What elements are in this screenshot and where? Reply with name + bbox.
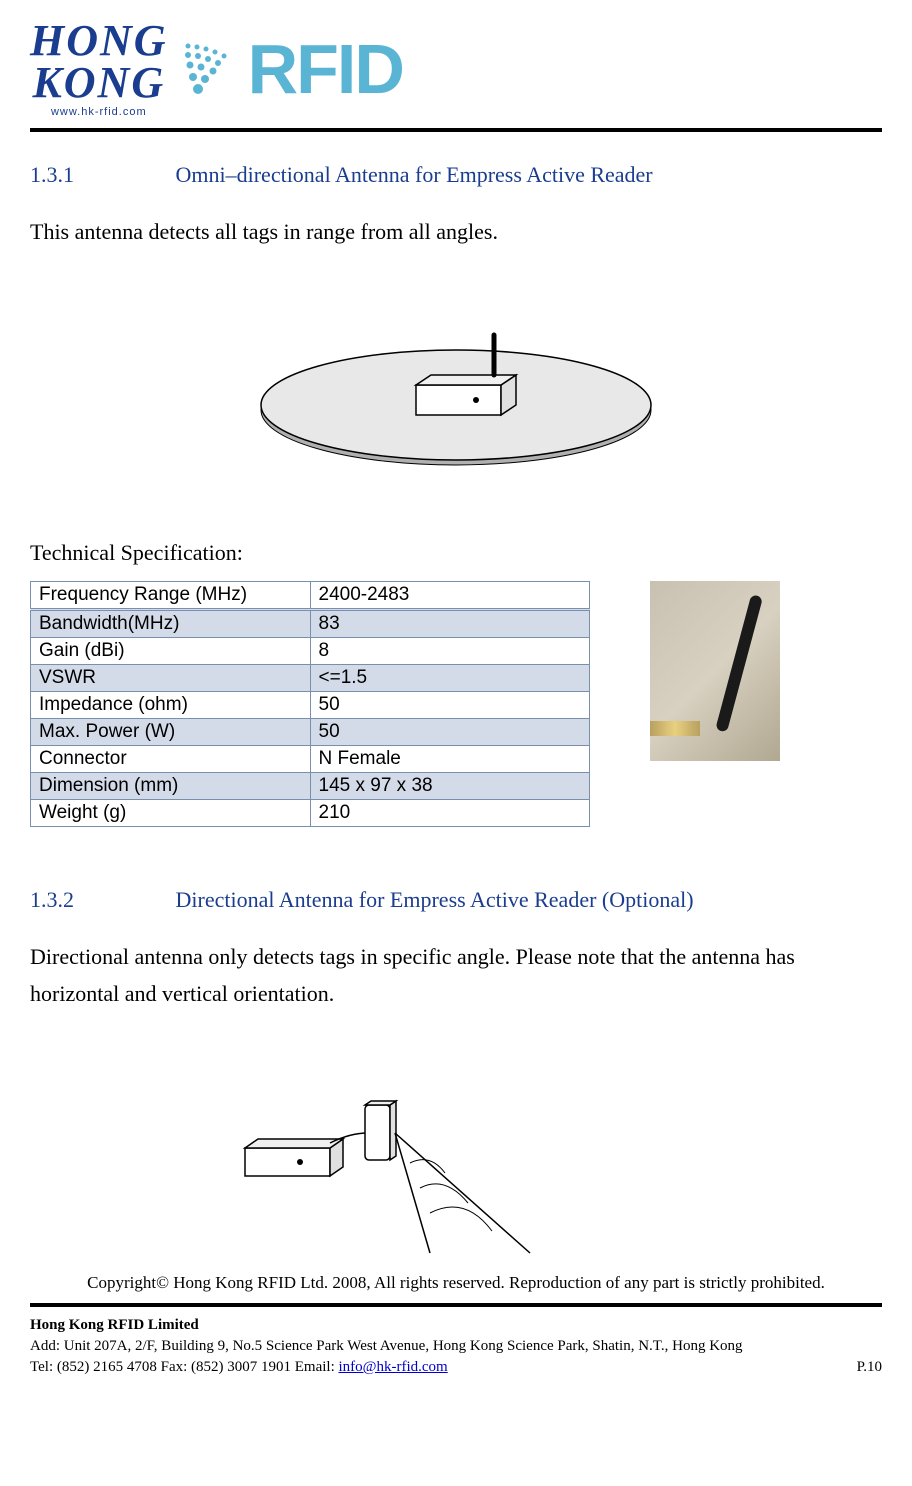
footer-address: Add: Unit 207A, 2/F, Building 9, No.5 Sc… (30, 1336, 882, 1357)
footer-email-link[interactable]: info@hk-rfid.com (339, 1359, 448, 1375)
table-cell: 210 (310, 799, 590, 826)
antenna-photo (650, 581, 780, 761)
footer-tel-fax: Tel: (852) 2165 4708 Fax: (852) 3007 190… (30, 1359, 339, 1375)
section-title-2: Directional Antenna for Empress Active R… (176, 887, 694, 912)
section2-description: Directional antenna only detects tags in… (30, 938, 882, 1013)
table-cell: Bandwidth(MHz) (31, 609, 311, 637)
logo-dots-icon (178, 39, 238, 99)
header-logo: HONG KONG www.hk-rfid.com RFID (30, 10, 882, 123)
table-cell: 2400-2483 (310, 581, 590, 609)
table-row: VSWR<=1.5 (31, 664, 590, 691)
table-cell: <=1.5 (310, 664, 590, 691)
logo-rfid: RFID (248, 29, 403, 109)
logo-kong: KONG (32, 62, 165, 104)
table-cell: Connector (31, 745, 311, 772)
logo-url: www.hk-rfid.com (51, 106, 147, 118)
table-row: Frequency Range (MHz)2400-2483 (31, 581, 590, 609)
footer-page-number: P.10 (857, 1357, 882, 1378)
table-cell: Impedance (ohm) (31, 691, 311, 718)
footer-contact: Tel: (852) 2165 4708 Fax: (852) 3007 190… (30, 1357, 448, 1378)
table-cell: Frequency Range (MHz) (31, 581, 311, 609)
table-cell: VSWR (31, 664, 311, 691)
table-row: Weight (g)210 (31, 799, 590, 826)
table-row: Dimension (mm)145 x 97 x 38 (31, 772, 590, 799)
table-row: Max. Power (W)50 (31, 718, 590, 745)
header-rule (30, 128, 882, 132)
section-heading-1: 1.3.1 Omni–directional Antenna for Empre… (30, 162, 882, 188)
table-row: Bandwidth(MHz)83 (31, 609, 590, 637)
logo-hk-block: HONG KONG www.hk-rfid.com (30, 20, 168, 118)
table-cell: Gain (dBi) (31, 637, 311, 664)
section-heading-2: 1.3.2 Directional Antenna for Empress Ac… (30, 887, 882, 913)
directional-antenna-diagram (230, 1033, 540, 1263)
table-cell: Max. Power (W) (31, 718, 311, 745)
table-cell: 145 x 97 x 38 (310, 772, 590, 799)
table-cell: 83 (310, 609, 590, 637)
table-cell: Dimension (mm) (31, 772, 311, 799)
spec-label: Technical Specification: (30, 540, 882, 566)
footer-info: Hong Kong RFID Limited Add: Unit 207A, 2… (30, 1315, 882, 1378)
omni-antenna-diagram (246, 280, 666, 500)
footer-company: Hong Kong RFID Limited (30, 1315, 882, 1336)
antenna-connector (650, 721, 700, 736)
antenna-stick (715, 594, 763, 732)
copyright-line: Copyright© Hong Kong RFID Ltd. 2008, All… (30, 1273, 882, 1293)
table-cell: Weight (g) (31, 799, 311, 826)
logo-hong: HONG (30, 20, 168, 62)
table-cell: 50 (310, 718, 590, 745)
footer-rule (30, 1303, 882, 1307)
section1-description: This antenna detects all tags in range f… (30, 213, 882, 250)
table-cell: N Female (310, 745, 590, 772)
table-cell: 8 (310, 637, 590, 664)
section-number-1: 1.3.1 (30, 162, 170, 188)
table-cell: 50 (310, 691, 590, 718)
spec-table: Frequency Range (MHz)2400-2483Bandwidth(… (30, 581, 590, 827)
section-number-2: 1.3.2 (30, 887, 170, 913)
section-title-1: Omni–directional Antenna for Empress Act… (176, 162, 653, 187)
table-row: Gain (dBi)8 (31, 637, 590, 664)
table-row: Impedance (ohm)50 (31, 691, 590, 718)
table-row: ConnectorN Female (31, 745, 590, 772)
